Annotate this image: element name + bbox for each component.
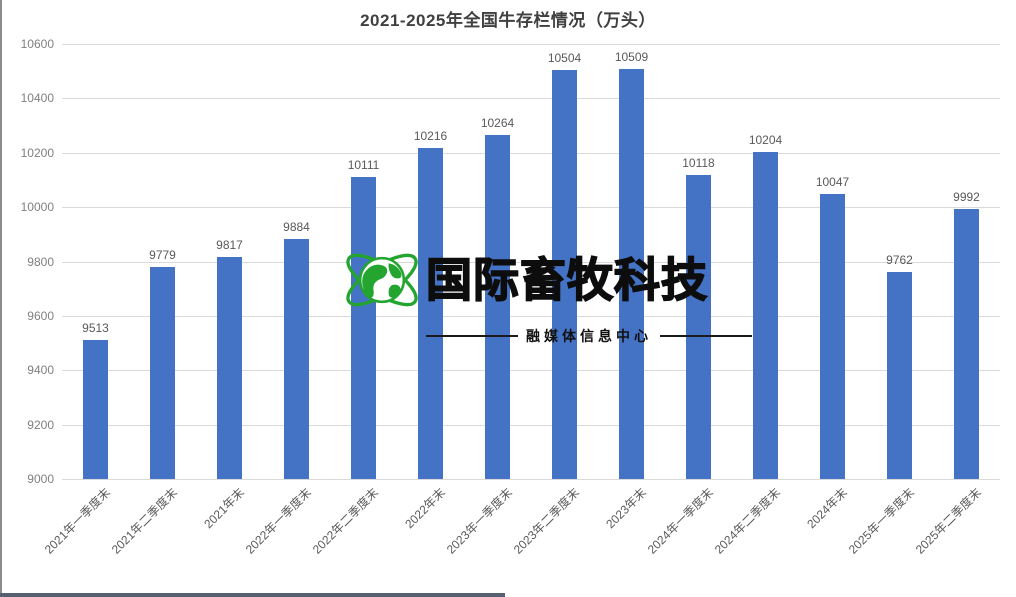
bar [284, 238, 309, 479]
x-axis-label: 2025年一季度末 [845, 485, 917, 557]
gridline [62, 370, 1000, 372]
gridline [62, 44, 1000, 45]
bar [954, 209, 979, 479]
x-axis-label: 2023年二季度末 [510, 485, 582, 557]
watermark: 国际畜牧科技 融媒体信息中心 [338, 238, 818, 346]
x-axis-label: 2022年末 [402, 485, 448, 532]
bar [217, 256, 242, 479]
bottom-strip [0, 593, 505, 597]
bar-value-label: 10111 [347, 157, 380, 172]
bar-value-label: 9884 [283, 219, 310, 234]
x-axis-label: 2021年一季度末 [41, 485, 113, 557]
bar [351, 176, 376, 479]
watermark-subtitle: 融媒体信息中心 [526, 328, 652, 344]
y-axis-tick-label: 10600 [20, 37, 54, 51]
bar [753, 151, 778, 479]
x-axis-label: 2022年二季度末 [309, 485, 381, 557]
bar-value-label: 9817 [216, 237, 243, 252]
bar-value-label: 9513 [82, 320, 109, 335]
gridline [62, 261, 1000, 263]
y-axis-tick-label: 9800 [27, 254, 54, 269]
bar [485, 135, 510, 479]
globe-orbit-icon [346, 253, 418, 307]
bar [83, 339, 108, 479]
x-axis-label: 2024年二季度末 [711, 485, 783, 557]
gridline [62, 207, 1000, 209]
bar-value-label: 10118 [682, 156, 715, 171]
bar [552, 70, 577, 479]
bar [820, 194, 845, 479]
chart-title: 2021-2025年全国牛存栏情况（万头） [360, 11, 656, 30]
bar [686, 175, 711, 479]
gridline [62, 152, 1000, 154]
bar-value-label: 10204 [748, 132, 783, 147]
window-left-border [0, 0, 2, 597]
bar-value-label: 9992 [953, 190, 980, 205]
bar-value-label: 9762 [886, 252, 913, 267]
bar-value-label: 10509 [614, 49, 649, 64]
bar-value-label: 10264 [480, 116, 515, 131]
y-axis-tick-label: 10000 [20, 200, 54, 215]
bar [150, 267, 175, 479]
bar-value-label: 9779 [149, 248, 176, 263]
bar [887, 271, 912, 479]
bar [418, 148, 443, 479]
bar [619, 68, 644, 479]
y-axis-tick-label: 10400 [20, 91, 54, 106]
y-axis-tick-label: 9400 [27, 363, 54, 378]
x-axis-label: 2021年末 [201, 485, 247, 532]
x-axis-label: 2024年一季度末 [644, 485, 716, 557]
gridline [62, 98, 1000, 100]
x-axis-label: 2024年末 [804, 485, 850, 532]
watermark-divider-left [426, 335, 518, 337]
gridline [62, 479, 1000, 480]
x-axis-label: 2023年一季度末 [443, 485, 515, 557]
watermark-divider-right [660, 335, 752, 337]
y-axis-tick-label: 9600 [27, 308, 54, 323]
gridline [62, 424, 1000, 426]
x-axis-label: 2022年一季度末 [242, 485, 314, 557]
x-axis-label: 2025年二季度末 [912, 485, 984, 557]
y-axis-tick-label: 9000 [27, 472, 54, 486]
y-axis-tick-label: 10200 [20, 145, 54, 160]
x-axis-label: 2021年二季度末 [108, 485, 180, 557]
bar-value-label: 10216 [413, 129, 448, 144]
x-axis-label: 2023年末 [603, 485, 649, 532]
gridline [62, 315, 1000, 317]
y-axis-tick-label: 9200 [27, 417, 54, 432]
bar-value-label: 10504 [547, 51, 582, 66]
bar-value-label: 10047 [815, 175, 850, 190]
watermark-brand-text: 国际畜牧科技 [425, 253, 708, 306]
